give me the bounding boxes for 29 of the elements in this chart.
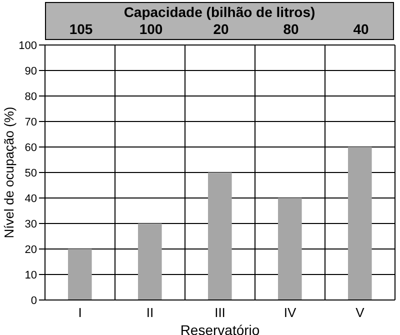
y-tick-label: 40 xyxy=(24,192,37,205)
text: 40 xyxy=(352,21,370,38)
y-tick-label: 60 xyxy=(24,142,37,154)
x-tick-label: V xyxy=(356,305,365,320)
y-tick-label: 100 xyxy=(18,40,37,52)
bar xyxy=(138,224,162,300)
text: 20 xyxy=(212,21,230,38)
text: 100 xyxy=(138,21,164,38)
bar xyxy=(208,172,232,300)
y-axis-title: Nível de ocupação (%) xyxy=(2,106,16,238)
bar xyxy=(348,147,372,300)
y-tick-label: 20 xyxy=(24,244,37,256)
y-tick-label: 30 xyxy=(24,218,37,230)
bar xyxy=(68,249,92,300)
y-tick-label: 80 xyxy=(24,90,37,103)
x2-axis-title: Capacidade (bilhão de litros) xyxy=(122,4,316,21)
y-tick-label: 70 xyxy=(24,116,37,128)
x-axis-title: Reservatório xyxy=(180,322,260,335)
y-tick-label: 50 xyxy=(24,167,37,180)
y-tick-label: 0 xyxy=(30,294,37,307)
x-tick-label: III xyxy=(214,305,226,320)
y-tick-label: 90 xyxy=(24,65,37,78)
bar xyxy=(278,198,302,300)
x-tick-label: II xyxy=(146,305,154,320)
text: 80 xyxy=(282,21,300,38)
x-tick-label: I xyxy=(78,305,82,320)
text: 105 xyxy=(68,21,94,38)
x-tick-label: IV xyxy=(284,305,296,320)
y-tick-label: 10 xyxy=(24,269,37,282)
